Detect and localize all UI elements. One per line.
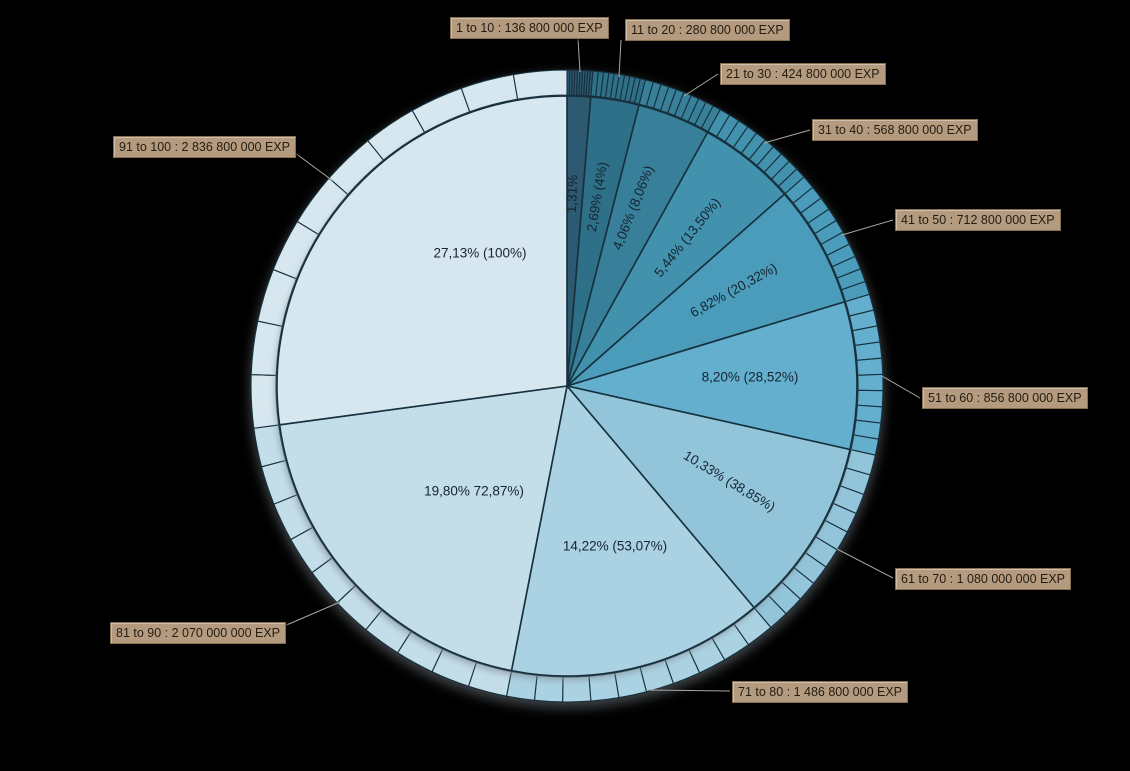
ring-tick-pie-slice-71-to-80	[562, 675, 592, 703]
leader-line-pie-slice-31-to-40	[763, 129, 811, 144]
leader-line-pie-slice-1-to-10	[577, 38, 581, 73]
pie-slice-91-to-100	[276, 95, 568, 426]
leader-lines	[267, 38, 921, 692]
callout-pie-slice-51-to-60: 51 to 60 : 856 800 000 EXP	[922, 387, 1088, 409]
pie-slice-71-to-80	[510, 385, 755, 677]
callout-pie-slice-61-to-70: 61 to 70 : 1 080 000 000 EXP	[895, 568, 1072, 590]
leader-line-pie-slice-51-to-60	[881, 375, 921, 399]
percent-label-pie-slice-51-to-60: 8,20% (28,52%)	[702, 370, 799, 385]
leader-line-pie-slice-11-to-20	[618, 39, 622, 78]
leader-line-pie-slice-41-to-50	[841, 219, 894, 236]
level-tick-ring	[250, 69, 884, 703]
callout-pie-slice-1-to-10: 1 to 10 : 136 800 000 EXP	[450, 17, 609, 39]
ring-tick-pie-slice-71-to-80	[505, 670, 538, 701]
ring-tick-pie-slice-71-to-80	[533, 674, 564, 703]
ring-tick-pie-slice-51-to-60	[856, 357, 884, 376]
ring-tick-pie-slice-91-to-100	[250, 373, 280, 429]
percent-label-pie-slice-71-to-80: 14,22% (53,07%)	[563, 539, 667, 554]
ring-tick-pie-slice-71-to-80	[614, 666, 648, 699]
ring-tick-pie-slice-51-to-60	[856, 389, 884, 408]
ring-tick-pie-slice-71-to-80	[588, 672, 620, 702]
pie-slice-41-to-50	[566, 193, 846, 387]
ring-tick-pie-slice-51-to-60	[857, 373, 884, 392]
callout-pie-slice-81-to-90: 81 to 90 : 2 070 000 000 EXP	[110, 622, 287, 644]
percent-label-pie-slice-81-to-90: 19,80% 72,87%)	[424, 484, 524, 499]
callout-pie-slice-71-to-80: 71 to 80 : 1 486 800 000 EXP	[732, 681, 909, 703]
pie-slice-61-to-70	[566, 385, 851, 609]
callout-pie-slice-41-to-50: 41 to 50 : 712 800 000 EXP	[895, 209, 1061, 231]
pie-body	[276, 95, 858, 677]
ring-tick-pie-slice-51-to-60	[854, 341, 883, 361]
pie-slice-51-to-60	[566, 301, 858, 451]
callout-pie-slice-91-to-100: 91 to 100 : 2 836 800 000 EXP	[113, 136, 296, 158]
pie-slice-81-to-90	[278, 385, 568, 672]
callout-pie-slice-31-to-40: 31 to 40 : 568 800 000 EXP	[812, 119, 978, 141]
ring-tick-pie-slice-91-to-100	[512, 69, 568, 100]
callout-pie-slice-21-to-30: 21 to 30 : 424 800 000 EXP	[720, 63, 886, 85]
chart-shadow-group	[250, 69, 884, 703]
leader-line-pie-slice-21-to-30	[683, 73, 719, 97]
leader-line-pie-slice-61-to-70	[836, 548, 894, 579]
callout-pie-slice-11-to-20: 11 to 20 : 280 800 000 EXP	[625, 19, 790, 41]
leader-line-pie-slice-71-to-80	[647, 689, 731, 692]
percent-label-pie-slice-1-to-10: 1,31%	[564, 175, 581, 214]
percent-label-pie-slice-91-to-100: 27,13% (100%)	[433, 246, 526, 261]
